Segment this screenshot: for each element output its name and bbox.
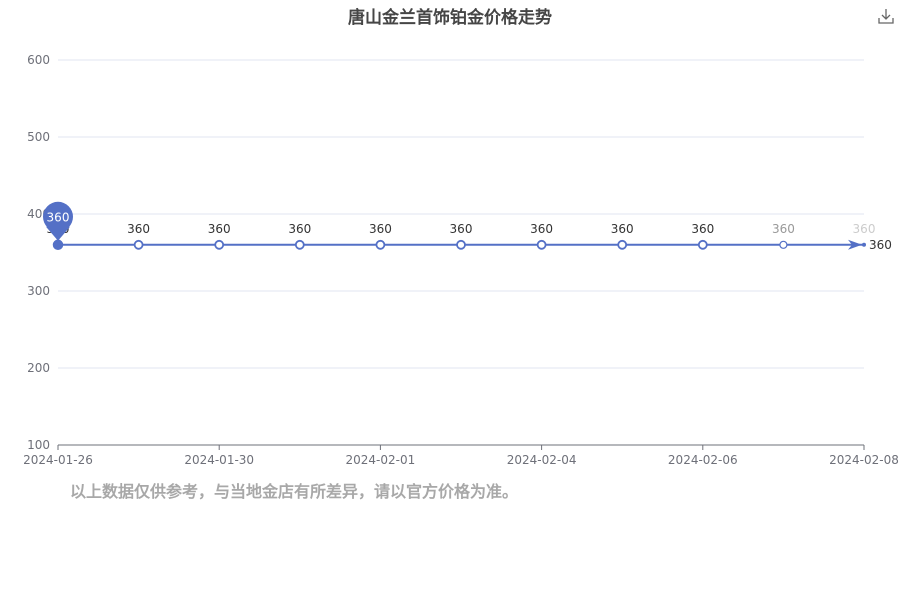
x-tick-label: 2024-02-06 [668, 453, 738, 467]
y-tick-label: 200 [27, 361, 50, 375]
data-label: 360 [530, 222, 553, 236]
x-tick-label: 2024-02-04 [507, 453, 577, 467]
data-label: 360 [208, 222, 231, 236]
x-tick-label: 2024-01-30 [184, 453, 254, 467]
y-tick-label: 600 [27, 53, 50, 67]
data-point [456, 239, 466, 250]
data-label: 360 [127, 222, 150, 236]
data-point [779, 240, 788, 249]
max-pin-marker [43, 201, 73, 232]
series-end-label: 360 [869, 238, 892, 252]
data-point [375, 239, 386, 250]
disclaimer-note: 以上数据仅供参考，与当地金店有所差异，请以官方价格为准。 [70, 482, 519, 501]
y-tick-label: 300 [27, 284, 50, 298]
data-label: 360 [691, 222, 714, 236]
x-tick-label: 2024-02-01 [346, 453, 416, 467]
data-label: 360 [288, 222, 311, 236]
grid-lines [58, 59, 864, 369]
data-point [52, 239, 64, 251]
max-pin-label: 360 [47, 210, 70, 224]
download-button[interactable] [876, 6, 896, 26]
data-label: 360 [853, 222, 876, 236]
series-end-arrow [848, 239, 862, 250]
data-point [536, 239, 547, 250]
y-tick-label: 100 [27, 438, 50, 452]
markers: 360 [43, 201, 866, 251]
data-label: 360 [772, 222, 795, 236]
chart-title: 唐山金兰首饰铂金价格走势 [348, 8, 552, 28]
x-tick-label: 2024-01-26 [23, 453, 93, 467]
data-point [697, 239, 708, 250]
data-point [294, 239, 305, 250]
data-point [862, 242, 866, 247]
data-label: 360 [369, 222, 392, 236]
data-label: 360 [611, 222, 634, 236]
x-tick-label: 2024-02-08 [829, 453, 899, 467]
y-tick-label: 500 [27, 130, 50, 144]
download-icon [878, 9, 894, 24]
data-label: 360 [450, 222, 473, 236]
data-point [214, 239, 225, 250]
data-point [617, 239, 628, 250]
data-point [133, 239, 144, 250]
